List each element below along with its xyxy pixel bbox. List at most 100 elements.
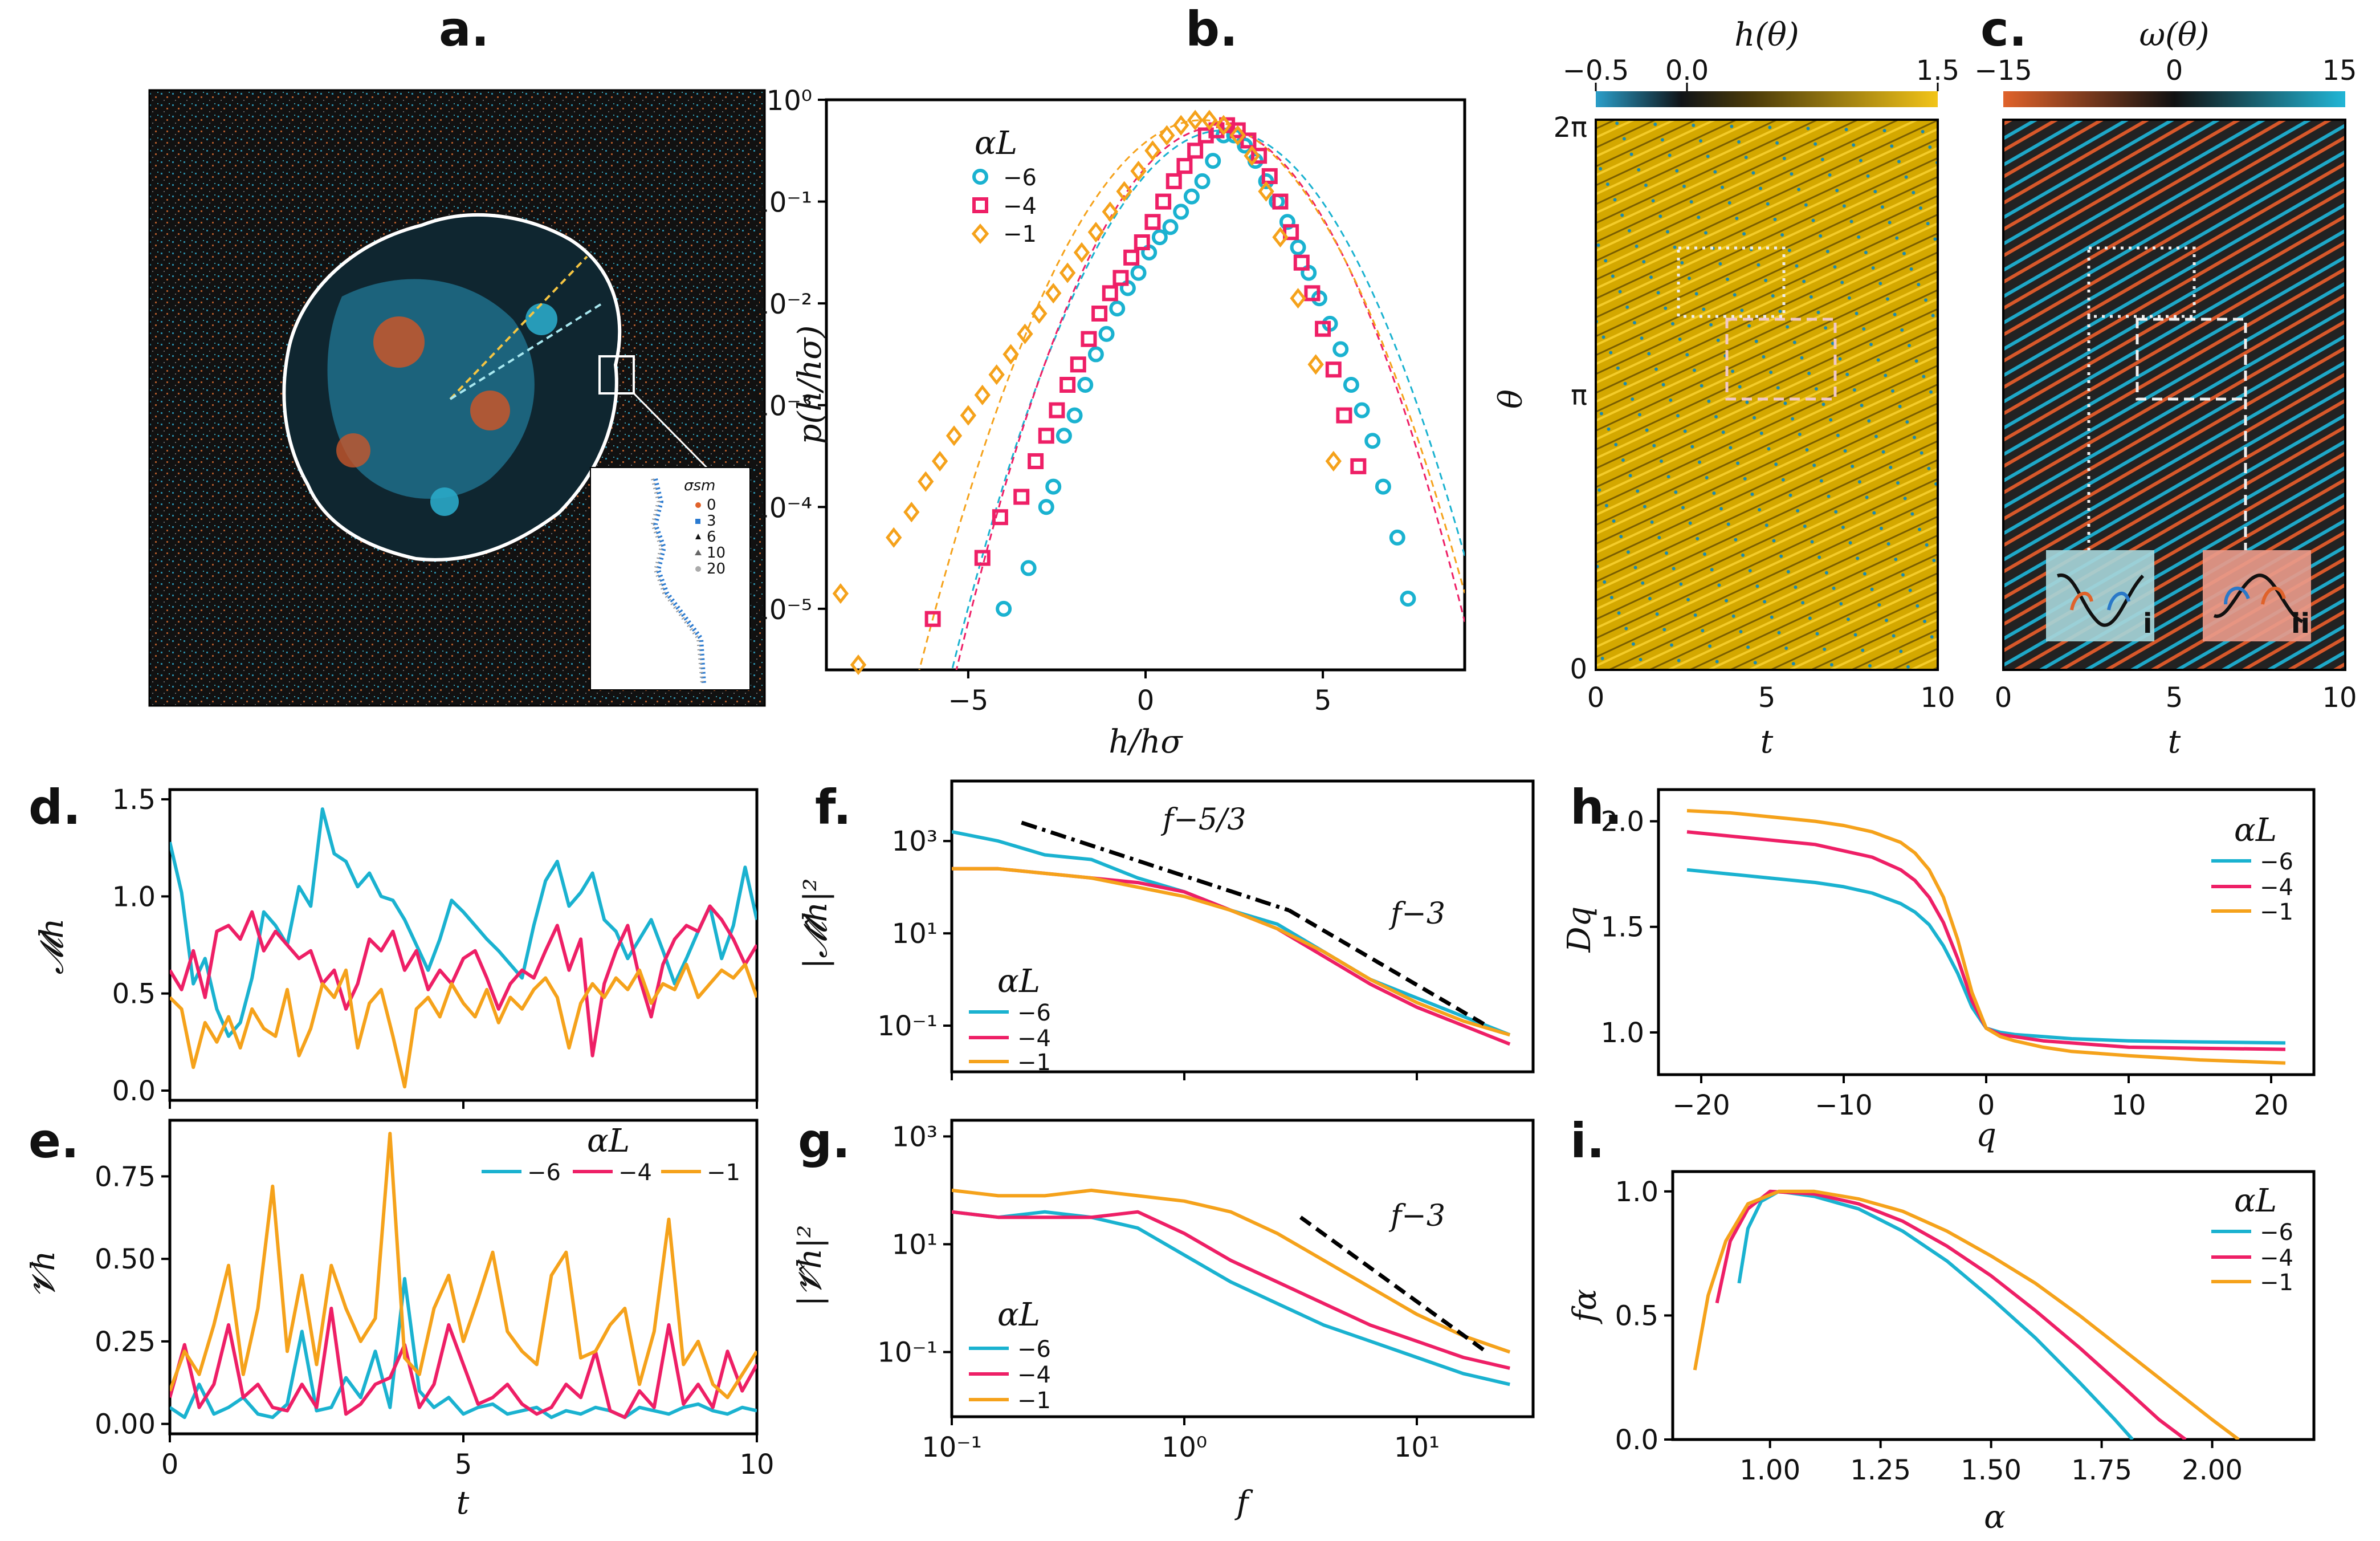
panel-h-legend-title: αL xyxy=(2234,812,2277,849)
panel-b-xlabel: h/hσ xyxy=(1109,723,1183,761)
series-line-−1 xyxy=(1693,1189,2240,1440)
data-point-diamond xyxy=(988,364,1005,385)
data-point-square xyxy=(1336,407,1352,424)
inset-ii-label: ii xyxy=(2291,608,2310,640)
inset-ii-arrow xyxy=(2224,586,2250,605)
panel-g-ylabel: |𝓥̂h|² xyxy=(792,1225,829,1307)
data-point-diamond xyxy=(1144,140,1161,161)
gaussian-fit-line xyxy=(918,119,1465,670)
data-point-diamond xyxy=(946,425,963,446)
inset-legend-label: 3 xyxy=(707,513,716,530)
x-tick-label: 1.00 xyxy=(1739,1454,1800,1486)
legend-marker-square xyxy=(972,197,988,213)
panel-b-legend-label: −4 xyxy=(1003,193,1037,219)
panel-b-frame xyxy=(825,98,1466,672)
data-point-square xyxy=(1123,249,1140,266)
series-line-−4 xyxy=(170,1307,757,1420)
panel-e-legend-label: −6 xyxy=(527,1160,561,1186)
legend-marker-diamond xyxy=(971,223,989,244)
data-point-diamond xyxy=(832,583,849,604)
panel-g-legend-title: αL xyxy=(997,1296,1040,1333)
panel-e-legend-title: αL xyxy=(587,1123,630,1160)
panel-g-legend-label: −1 xyxy=(1017,1388,1051,1414)
panel-d-plot: 0.0 0.5 1.0 1.5 xyxy=(112,784,758,1109)
heatmap-h-ylabel: θ xyxy=(1493,389,1530,409)
heatmap-h-ytick: 0 xyxy=(1570,653,1587,685)
panel-a-inset-legend: 0 3 6 10 20 xyxy=(695,497,726,578)
series-group xyxy=(1693,1189,2240,1440)
y-tick-label: 0.75 xyxy=(95,1161,156,1193)
series-line-−1 xyxy=(170,962,757,1089)
heatmap-h-xtick: 5 xyxy=(1758,682,1776,714)
y-tick-label: 1.5 xyxy=(112,784,156,816)
y-tick-label: 1.0 xyxy=(1615,1176,1658,1208)
panel-i-ylabel: fα xyxy=(1567,1289,1604,1325)
panel-f-legend-title: αL xyxy=(997,963,1040,1000)
data-point-circle xyxy=(1332,341,1349,357)
panel-e-ylabel: 𝓥h xyxy=(25,1251,62,1298)
y-tick-label: 1.0 xyxy=(1601,1017,1644,1049)
series-line-−1 xyxy=(170,1132,757,1400)
inset-ii-wave xyxy=(2213,574,2304,623)
heatmap-w-xlabel: t xyxy=(2168,723,2181,761)
x-tick-label: 20 xyxy=(2253,1089,2288,1121)
heatmap-h-field xyxy=(1595,119,1939,671)
panel-a-image: σsm 0 3 6 10 20 xyxy=(148,89,766,707)
x-tick-label: 1.50 xyxy=(1961,1454,2022,1486)
y-tick-label: 10⁻¹ xyxy=(877,1337,938,1369)
data-point-square xyxy=(1028,453,1044,469)
x-tick-label: −5 xyxy=(948,685,989,717)
series-line-−6 xyxy=(1737,1189,2134,1440)
data-point-diamond xyxy=(960,405,977,426)
panel-f-legend-label: −1 xyxy=(1017,1050,1051,1076)
colorbar-h xyxy=(1596,91,1938,107)
data-point-square xyxy=(1059,377,1076,393)
inset-legend-marker xyxy=(695,566,701,572)
series-line-−4 xyxy=(170,904,757,1058)
colorbar-w-tick-label: 0 xyxy=(2166,55,2183,87)
y-tick-label: 10¹ xyxy=(892,918,938,950)
panel-c-w-heatmap: ω(θ) −15 0 15 i ii 0 5 10 t xyxy=(1974,17,2357,761)
heatmap-w-xtick: 5 xyxy=(2166,682,2183,714)
y-tick-label: 0.5 xyxy=(112,978,156,1010)
panel-i-legend-title: αL xyxy=(2234,1182,2277,1219)
data-point-circle xyxy=(1020,560,1037,576)
inset-i-wave xyxy=(2057,573,2145,627)
inset-legend-label: 20 xyxy=(707,560,726,578)
heatmap-h-ytick: 2π xyxy=(1554,112,1587,144)
data-point-diamond xyxy=(918,471,934,492)
inset-ii-arrow xyxy=(2261,586,2286,605)
heatmap-h-roi-dashed xyxy=(1725,318,1837,401)
y-tick-label: 0.0 xyxy=(112,1075,156,1107)
panel-label-d: d. xyxy=(28,779,81,835)
colorbar-w-tick-label: 15 xyxy=(2322,55,2357,87)
data-point-circle xyxy=(1343,377,1359,393)
panel-d-ylabel: 𝓜h xyxy=(34,918,71,975)
data-point-circle xyxy=(1109,300,1126,317)
panel-h-xlabel: q xyxy=(1976,1117,1996,1154)
data-point-circle xyxy=(1375,478,1391,495)
inset-ii xyxy=(2203,550,2311,641)
y-tick-label: 1.0 xyxy=(112,881,156,913)
data-point-diamond xyxy=(1017,323,1033,344)
data-point-diamond xyxy=(1258,181,1274,202)
legend-marker-circle xyxy=(972,169,988,185)
data-point-square xyxy=(1251,148,1268,164)
data-point-square xyxy=(1325,361,1342,378)
y-tick-label: 10⁻¹ xyxy=(752,187,812,219)
inset-i-label: i xyxy=(2143,608,2152,640)
series-line-−4 xyxy=(1686,830,2286,1051)
series-line-−1 xyxy=(952,867,1511,1037)
panel-h-frame xyxy=(1657,788,2316,1076)
panel-g-legend-label: −4 xyxy=(1017,1362,1051,1388)
series-group xyxy=(170,807,757,1089)
panel-a-vortex xyxy=(336,433,370,467)
panel-g-legend-label: −6 xyxy=(1017,1336,1051,1363)
colorbar-w-tick-label: −15 xyxy=(1974,55,2032,87)
colorbar-h-label: h(θ) xyxy=(1734,17,1799,54)
panel-i-xlabel: α xyxy=(1984,1499,2006,1536)
inset-legend-label: 0 xyxy=(707,497,716,514)
colorbar-h-tick-label: −0.5 xyxy=(1563,55,1629,87)
inset-legend-marker xyxy=(695,519,700,524)
